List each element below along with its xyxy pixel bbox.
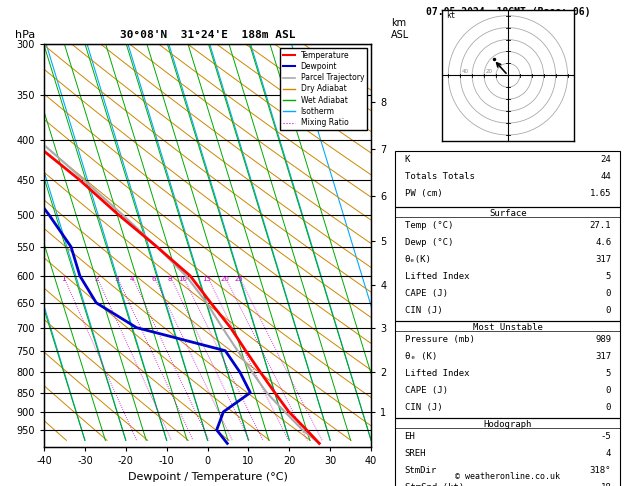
Text: Totals Totals: Totals Totals xyxy=(404,172,474,181)
Legend: Temperature, Dewpoint, Parcel Trajectory, Dry Adiabat, Wet Adiabat, Isotherm, Mi: Temperature, Dewpoint, Parcel Trajectory… xyxy=(280,48,367,130)
Text: 0: 0 xyxy=(606,289,611,298)
Bar xyxy=(396,321,620,418)
Text: CAPE (J): CAPE (J) xyxy=(404,289,448,298)
Text: 6: 6 xyxy=(152,276,156,282)
Text: StmSpd (kt): StmSpd (kt) xyxy=(404,483,464,486)
Text: 4: 4 xyxy=(606,449,611,458)
Text: CIN (J): CIN (J) xyxy=(404,403,442,412)
Text: 07.05.2024  18GMT (Base: 06): 07.05.2024 18GMT (Base: 06) xyxy=(426,7,590,17)
Text: 5: 5 xyxy=(606,369,611,378)
Text: 20: 20 xyxy=(220,276,229,282)
Text: 18: 18 xyxy=(601,483,611,486)
Text: 2: 2 xyxy=(94,276,99,282)
Text: PW (cm): PW (cm) xyxy=(404,189,442,198)
Text: 989: 989 xyxy=(595,335,611,344)
Text: EH: EH xyxy=(404,432,415,441)
Text: © weatheronline.co.uk: © weatheronline.co.uk xyxy=(455,472,560,481)
Text: 5: 5 xyxy=(606,272,611,281)
Text: 317: 317 xyxy=(595,352,611,361)
Text: Surface: Surface xyxy=(489,209,526,218)
Text: Dewp (°C): Dewp (°C) xyxy=(404,238,453,247)
Text: SREH: SREH xyxy=(404,449,426,458)
Text: 317: 317 xyxy=(595,255,611,264)
Text: CAPE (J): CAPE (J) xyxy=(404,386,448,395)
Text: 10: 10 xyxy=(179,276,187,282)
Bar xyxy=(396,151,620,207)
Text: 44: 44 xyxy=(601,172,611,181)
Text: 0: 0 xyxy=(606,386,611,395)
Text: Temp (°C): Temp (°C) xyxy=(404,221,453,230)
Text: 0: 0 xyxy=(606,403,611,412)
Text: 1.65: 1.65 xyxy=(590,189,611,198)
Title: 30°08'N  31°24'E  188m ASL: 30°08'N 31°24'E 188m ASL xyxy=(120,30,296,40)
Bar xyxy=(396,418,620,486)
Text: 4.6: 4.6 xyxy=(595,238,611,247)
Text: 3: 3 xyxy=(114,276,119,282)
Text: kt: kt xyxy=(446,11,455,20)
Text: 20: 20 xyxy=(485,69,493,74)
X-axis label: Dewpoint / Temperature (°C): Dewpoint / Temperature (°C) xyxy=(128,472,287,482)
Text: km
ASL: km ASL xyxy=(391,18,409,40)
Text: 8: 8 xyxy=(168,276,172,282)
Text: StmDir: StmDir xyxy=(404,466,437,475)
Text: 1: 1 xyxy=(61,276,65,282)
Text: Lifted Index: Lifted Index xyxy=(404,369,469,378)
Text: 0: 0 xyxy=(606,306,611,315)
Text: K: K xyxy=(404,155,410,164)
Text: θₑ(K): θₑ(K) xyxy=(404,255,431,264)
Text: Lifted Index: Lifted Index xyxy=(404,272,469,281)
Bar xyxy=(396,207,620,321)
Text: 318°: 318° xyxy=(590,466,611,475)
Text: 27.1: 27.1 xyxy=(590,221,611,230)
Text: 25: 25 xyxy=(235,276,243,282)
Text: Hodograph: Hodograph xyxy=(484,420,532,429)
Text: Most Unstable: Most Unstable xyxy=(473,323,543,332)
Text: 4: 4 xyxy=(130,276,134,282)
Text: Pressure (mb): Pressure (mb) xyxy=(404,335,474,344)
Text: 24: 24 xyxy=(601,155,611,164)
Text: θₑ (K): θₑ (K) xyxy=(404,352,437,361)
Text: -5: -5 xyxy=(601,432,611,441)
Text: CIN (J): CIN (J) xyxy=(404,306,442,315)
Text: 15: 15 xyxy=(203,276,211,282)
Text: 40: 40 xyxy=(462,69,469,74)
Text: hPa: hPa xyxy=(14,30,35,40)
